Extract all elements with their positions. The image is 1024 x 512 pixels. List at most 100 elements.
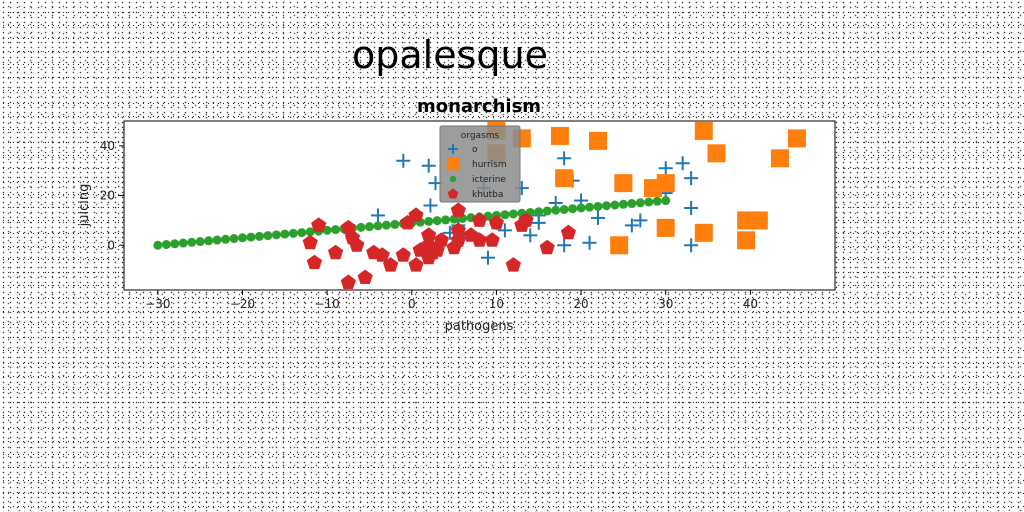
point-hurrism-11 bbox=[770, 149, 789, 168]
point-icterine-3 bbox=[178, 238, 188, 248]
point-icterine-17 bbox=[297, 228, 307, 238]
point-icterine-35 bbox=[449, 214, 459, 224]
point-khutba-31 bbox=[488, 214, 504, 230]
point-o-25 bbox=[684, 200, 699, 215]
point-icterine-53 bbox=[601, 201, 611, 211]
x-tick-label: −30 bbox=[145, 297, 170, 311]
point-khutba-3 bbox=[328, 244, 344, 260]
point-icterine-7 bbox=[212, 235, 222, 245]
point-icterine-59 bbox=[652, 196, 662, 206]
point-o-29 bbox=[523, 228, 538, 243]
point-icterine-11 bbox=[246, 232, 256, 242]
x-tick-label: −10 bbox=[314, 297, 339, 311]
point-hurrism-18 bbox=[737, 231, 756, 250]
point-khutba-8 bbox=[357, 269, 373, 284]
point-o-3 bbox=[423, 198, 438, 213]
point-khutba-35 bbox=[539, 239, 555, 255]
legend-label-o: o bbox=[472, 145, 478, 155]
point-khutba-25 bbox=[450, 202, 466, 217]
x-tick-label: −20 bbox=[230, 297, 255, 311]
x-tick-label: 20 bbox=[573, 297, 588, 311]
legend: orgasms o hurrism icterine khutba bbox=[439, 125, 521, 203]
point-khutba-22 bbox=[433, 232, 449, 247]
chart-title: monarchism bbox=[417, 96, 541, 117]
point-hurrism-12 bbox=[787, 129, 806, 148]
point-icterine-58 bbox=[644, 197, 654, 207]
point-icterine-32 bbox=[424, 216, 434, 226]
point-khutba-30 bbox=[484, 232, 500, 247]
x-tick-label: 30 bbox=[658, 297, 673, 311]
y-tick-label: 0 bbox=[107, 238, 115, 252]
point-icterine-28 bbox=[390, 219, 400, 229]
point-icterine-8 bbox=[221, 234, 231, 244]
figure-suptitle: opalesque bbox=[352, 33, 548, 77]
point-icterine-57 bbox=[635, 198, 645, 208]
point-hurrism-5 bbox=[555, 169, 574, 188]
point-o-24 bbox=[684, 171, 699, 186]
plot-frame bbox=[123, 120, 836, 291]
point-o-26 bbox=[684, 238, 699, 253]
point-icterine-49 bbox=[568, 204, 578, 214]
point-icterine-52 bbox=[593, 201, 603, 211]
point-icterine-5 bbox=[195, 237, 205, 247]
point-khutba-0 bbox=[311, 217, 327, 232]
point-khutba-28 bbox=[471, 212, 488, 227]
point-icterine-2 bbox=[170, 239, 180, 249]
point-o-19 bbox=[557, 238, 572, 253]
point-khutba-1 bbox=[302, 234, 318, 250]
point-hurrism-13 bbox=[610, 236, 629, 255]
point-icterine-54 bbox=[610, 200, 620, 210]
point-o-4 bbox=[370, 208, 385, 223]
y-axis-ticks: 0 20 40 bbox=[100, 139, 124, 252]
x-axis-label: pathogens bbox=[445, 319, 514, 334]
point-icterine-12 bbox=[254, 231, 264, 241]
point-o-30 bbox=[624, 218, 639, 233]
point-icterine-41 bbox=[500, 210, 510, 220]
point-icterine-10 bbox=[238, 233, 247, 243]
point-icterine-24 bbox=[356, 222, 366, 232]
legend-label-khutba: khutba bbox=[472, 190, 503, 200]
legend-label-icterine: icterine bbox=[472, 175, 506, 185]
point-icterine-50 bbox=[576, 203, 586, 213]
y-tick-label: 40 bbox=[100, 139, 115, 153]
legend-marker-khutba bbox=[447, 188, 459, 199]
point-hurrism-8 bbox=[656, 174, 675, 193]
point-khutba-7 bbox=[340, 274, 356, 289]
point-o-9 bbox=[480, 250, 495, 265]
point-icterine-34 bbox=[441, 215, 451, 225]
point-hurrism-9 bbox=[694, 121, 713, 140]
point-icterine-42 bbox=[508, 209, 518, 219]
y-tick-label: 20 bbox=[100, 189, 115, 203]
y-axis-label: juicing bbox=[77, 184, 92, 228]
point-icterine-6 bbox=[204, 236, 214, 246]
point-o-23 bbox=[675, 156, 690, 171]
point-icterine-18 bbox=[305, 227, 315, 237]
point-hurrism-6 bbox=[614, 174, 633, 193]
point-icterine-45 bbox=[534, 207, 544, 217]
point-icterine-51 bbox=[585, 202, 595, 212]
point-icterine-46 bbox=[542, 206, 552, 216]
point-khutba-16 bbox=[408, 207, 424, 222]
point-khutba-10 bbox=[374, 247, 390, 262]
point-o-0 bbox=[396, 153, 411, 168]
point-icterine-9 bbox=[229, 234, 239, 244]
point-icterine-60 bbox=[661, 196, 671, 206]
point-o-18 bbox=[591, 210, 605, 225]
point-icterine-26 bbox=[373, 221, 383, 231]
point-o-20 bbox=[658, 161, 673, 176]
point-khutba-26 bbox=[450, 222, 466, 237]
point-icterine-14 bbox=[271, 230, 281, 240]
point-icterine-33 bbox=[432, 216, 442, 226]
point-khutba-11 bbox=[383, 257, 399, 272]
point-icterine-48 bbox=[559, 204, 569, 214]
point-icterine-13 bbox=[263, 231, 273, 241]
point-khutba-6 bbox=[349, 237, 365, 252]
point-icterine-16 bbox=[288, 228, 298, 238]
point-o-1 bbox=[421, 158, 436, 173]
legend-marker-hurrism bbox=[446, 157, 460, 171]
point-khutba-36 bbox=[560, 224, 576, 240]
point-icterine-4 bbox=[187, 237, 197, 247]
point-hurrism-15 bbox=[694, 223, 713, 242]
legend-title: orgasms bbox=[461, 131, 500, 141]
